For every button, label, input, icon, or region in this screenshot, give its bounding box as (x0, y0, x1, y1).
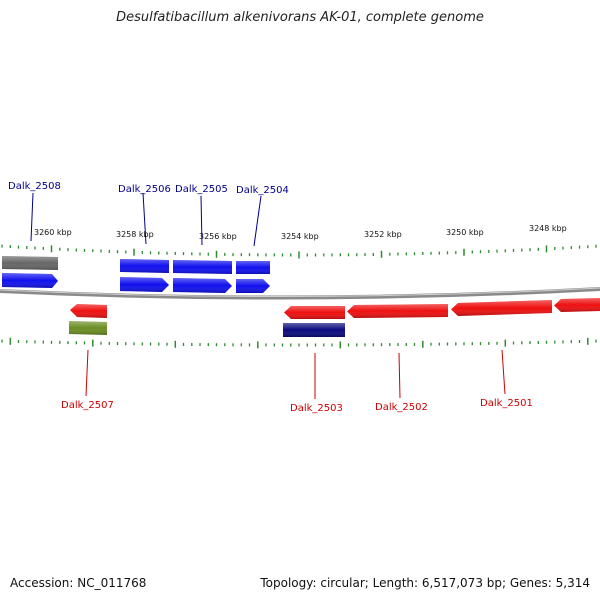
forward-features (2, 256, 270, 293)
callout-dalk-2506 (142, 192, 147, 245)
feature-shade (173, 278, 232, 293)
feature-shade (120, 259, 169, 273)
kbp-label: 3250 kbp (446, 228, 484, 237)
callout-lines (30, 192, 506, 399)
topology-text: Topology: circular; Length: 6,517,073 bp… (260, 576, 590, 590)
gene-label-dalk-2508[interactable]: Dalk_2508 (8, 181, 61, 192)
feature-shade (69, 321, 107, 335)
kbp-label: 3260 kbp (34, 228, 72, 237)
gene-label-dalk-2502[interactable]: Dalk_2502 (375, 402, 428, 413)
tick-row-top (1, 244, 597, 259)
feature-shade (236, 279, 270, 293)
feature-shade (236, 261, 270, 274)
callout-dalk-2505 (200, 195, 203, 246)
gene-label-dalk-2505[interactable]: Dalk_2505 (175, 184, 228, 195)
feature-shade (70, 304, 107, 318)
kbp-label: 3252 kbp (364, 230, 402, 239)
kbp-label: 3248 kbp (529, 224, 567, 233)
reverse-features (69, 298, 600, 337)
feature-shade (120, 277, 169, 292)
callout-dalk-2508 (30, 192, 34, 242)
genome-backbone-highlight (0, 287, 600, 298)
tick-row-bottom (1, 337, 597, 349)
feature-shade (2, 273, 58, 288)
gene-labels-top: Dalk_2508 Dalk_2506 Dalk_2505 Dalk_2504 (8, 181, 289, 196)
callout-dalk-2507 (85, 349, 89, 397)
feature-shade (283, 323, 345, 337)
feature-shade (347, 304, 448, 318)
accession-text: Accession: NC_011768 (10, 576, 147, 590)
kbp-scale: 3260 kbp 3258 kbp 3256 kbp 3254 kbp 3252… (34, 224, 567, 241)
feature-shade (554, 298, 600, 312)
kbp-label: 3258 kbp (116, 230, 154, 239)
gene-label-dalk-2501[interactable]: Dalk_2501 (480, 398, 533, 409)
callout-dalk-2502 (398, 352, 401, 399)
gene-label-dalk-2504[interactable]: Dalk_2504 (236, 185, 289, 196)
gene-labels-bottom: Dalk_2507 Dalk_2503 Dalk_2502 Dalk_2501 (61, 398, 533, 414)
feature-shade (451, 300, 552, 316)
feature-shade (173, 260, 232, 274)
genome-backbone (0, 287, 600, 300)
gene-label-dalk-2503[interactable]: Dalk_2503 (290, 403, 343, 414)
callout-dalk-2504 (253, 195, 262, 247)
kbp-label: 3256 kbp (199, 232, 237, 241)
kbp-label: 3254 kbp (281, 232, 319, 241)
map-title: Desulfatibacillum alkenivorans AK-01, co… (116, 10, 484, 25)
callout-dalk-2501 (501, 349, 506, 395)
gene-label-dalk-2506[interactable]: Dalk_2506 (118, 184, 171, 195)
gene-label-dalk-2507[interactable]: Dalk_2507 (61, 400, 114, 411)
feature-shade (2, 256, 58, 270)
feature-shade (284, 306, 345, 319)
